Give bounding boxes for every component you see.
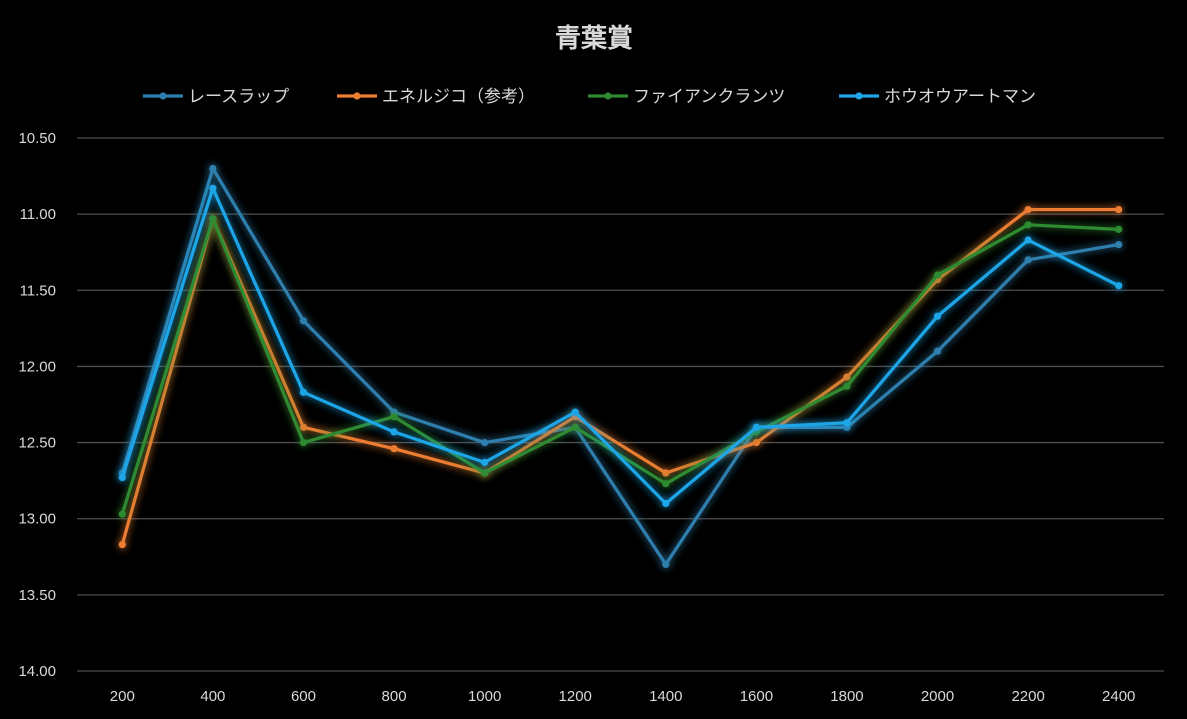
data-point xyxy=(933,347,942,355)
x-tick-label: 1000 xyxy=(468,688,501,705)
y-tick-label: 12.00 xyxy=(18,358,56,375)
data-point xyxy=(662,499,670,508)
x-tick-label: 2400 xyxy=(1102,688,1135,705)
data-point xyxy=(933,271,942,279)
y-tick-label: 11.00 xyxy=(20,206,56,223)
legend-item: エネルジコ（参考） xyxy=(337,87,535,107)
series-line xyxy=(120,217,1121,516)
data-point xyxy=(299,317,308,325)
data-point xyxy=(299,423,308,431)
y-tick-label: 11.50 xyxy=(20,282,56,299)
data-point xyxy=(843,373,851,381)
series-3 xyxy=(118,215,1123,518)
x-tick-label: 1400 xyxy=(649,688,682,705)
data-point xyxy=(571,408,579,416)
legend-marker xyxy=(855,92,863,100)
y-tick-label: 12.50 xyxy=(18,435,56,452)
data-point xyxy=(299,438,308,447)
x-tick-label: 2200 xyxy=(1011,688,1044,705)
legend: レースラップ エネルジコ（参考） ファイアンクランツ ホウオウアートマン xyxy=(143,87,1036,107)
legend-label: ホウオウアートマン xyxy=(884,87,1036,107)
data-point xyxy=(1115,205,1123,214)
legend-marker xyxy=(353,92,361,100)
data-point xyxy=(1115,241,1123,249)
x-tick-label: 1600 xyxy=(740,688,773,705)
data-point xyxy=(752,438,760,447)
data-point xyxy=(571,423,579,431)
legend-label: エネルジコ（参考） xyxy=(382,87,535,107)
data-point xyxy=(843,382,851,390)
data-point xyxy=(390,428,398,436)
data-point xyxy=(1024,221,1032,229)
data-point xyxy=(843,419,851,427)
chart-title: 青葉賞 xyxy=(555,24,633,54)
series-4 xyxy=(118,184,1123,508)
y-tick-label: 14.00 xyxy=(18,663,56,680)
x-tick-label: 200 xyxy=(110,688,135,705)
x-axis: 200 400 600 800 1000 1200 1400 1600 1800 2000 2200… xyxy=(110,688,1136,705)
y-tick-label: 13.50 xyxy=(18,587,56,604)
data-point xyxy=(481,469,489,477)
data-point xyxy=(481,458,489,466)
data-point xyxy=(118,510,126,518)
y-tick-label: 13.00 xyxy=(18,511,56,528)
legend-marker xyxy=(159,92,167,100)
x-tick-label: 800 xyxy=(382,688,407,705)
y-axis: 10.50 11.00 11.50 12.00 12.50 13.00 13.50 14.00 xyxy=(18,130,56,680)
legend-item: ホウオウアートマン xyxy=(839,87,1036,107)
legend-item: レースラップ xyxy=(143,87,289,107)
data-point xyxy=(390,413,398,421)
data-point xyxy=(933,312,942,320)
data-point xyxy=(1115,225,1123,233)
x-tick-label: 1800 xyxy=(830,688,863,705)
data-point xyxy=(1024,236,1032,244)
data-point xyxy=(662,469,670,477)
data-point xyxy=(662,480,670,488)
data-point xyxy=(118,541,126,549)
data-point xyxy=(390,445,398,453)
data-point xyxy=(209,184,217,192)
x-tick-label: 400 xyxy=(200,688,225,705)
data-point xyxy=(209,215,217,223)
legend-item: ファイアンクランツ xyxy=(588,87,785,107)
series-lines xyxy=(118,164,1123,569)
x-tick-label: 600 xyxy=(291,688,316,705)
legend-label: ファイアンクランツ xyxy=(633,87,785,107)
legend-label: レースラップ xyxy=(188,87,289,107)
data-point xyxy=(481,438,489,447)
legend-marker xyxy=(604,92,612,100)
data-point xyxy=(1115,282,1123,290)
data-point xyxy=(299,388,308,396)
series-line xyxy=(120,166,1121,567)
x-tick-label: 1200 xyxy=(559,688,592,705)
y-tick-label: 10.50 xyxy=(18,130,56,147)
series-line xyxy=(120,186,1121,506)
data-point xyxy=(1024,256,1032,264)
data-point xyxy=(209,164,217,173)
data-point xyxy=(662,560,670,569)
data-point xyxy=(1024,205,1032,214)
grid-lines xyxy=(77,137,1164,672)
data-point xyxy=(752,423,760,431)
x-tick-label: 2000 xyxy=(921,688,954,705)
data-point xyxy=(118,473,126,482)
